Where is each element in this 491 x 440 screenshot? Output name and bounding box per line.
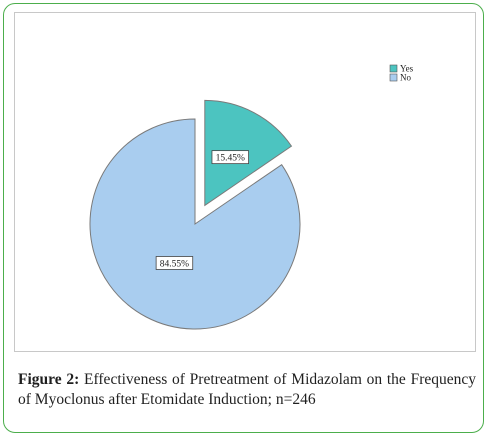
- chart-area: 15.45% 84.55% Yes No: [14, 12, 476, 352]
- legend-label-no: No: [400, 73, 411, 83]
- figure-frame: 15.45% 84.55% Yes No Figure 2: Effectivene…: [3, 3, 484, 433]
- pie-slices: [89, 99, 301, 330]
- figure-caption: Figure 2: Effectiveness of Pretreatment …: [18, 370, 476, 410]
- pie-slice-no: [89, 118, 301, 330]
- legend-swatch-no: [389, 73, 398, 82]
- slice-label-box-yes: [211, 150, 249, 165]
- slice-label-no: 84.55%: [160, 259, 189, 269]
- legend-swatch-yes: [389, 64, 398, 73]
- pie-slice-labels: 15.45% 84.55%: [155, 150, 249, 270]
- slice-label-yes: 15.45%: [216, 153, 245, 163]
- figure-label: Figure 2:: [18, 371, 80, 388]
- slice-label-box-no: [155, 256, 194, 270]
- legend-label-yes: Yes: [400, 64, 414, 74]
- figure-caption-text: Effectiveness of Pretreatment of Midazol…: [18, 371, 476, 408]
